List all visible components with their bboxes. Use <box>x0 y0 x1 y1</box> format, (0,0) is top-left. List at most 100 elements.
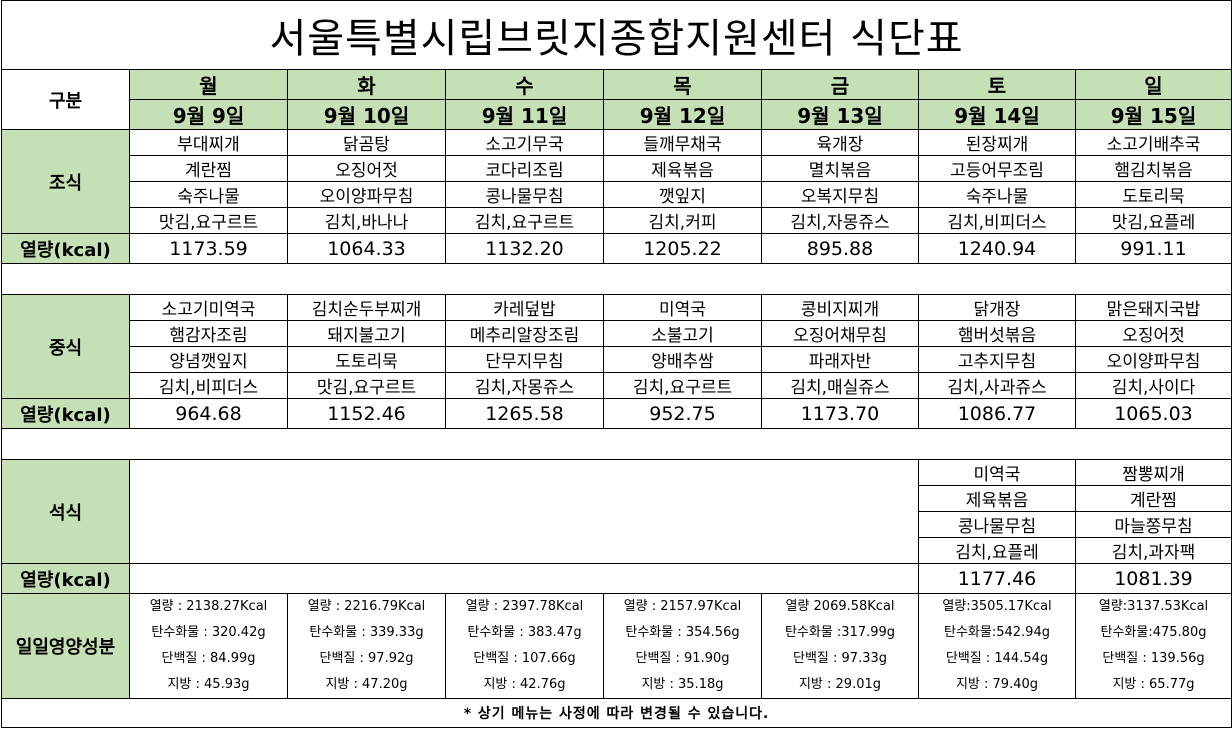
dinner-label: 석식 <box>1 459 130 564</box>
day-sun: 일 <box>1075 69 1232 100</box>
nutrition-line: 단백질 : 107.66g <box>473 651 576 666</box>
menu-item: 닭곰탕 <box>287 129 446 156</box>
calorie-value: 991.11 <box>1075 233 1232 264</box>
menu-table: 서울특별시립브릿지종합지원센터 식단표 구분 월 화 수 목 금 토 일 9월 … <box>1 0 1232 728</box>
menu-item: 미역국 <box>603 294 762 321</box>
menu-item: 김치,자몽쥬스 <box>445 372 604 399</box>
menu-item: 숙주나물 <box>918 181 1076 208</box>
menu-item: 김치,과자팩 <box>1075 537 1232 564</box>
calorie-value: 964.68 <box>129 398 288 429</box>
menu-item: 김치,커피 <box>603 207 762 234</box>
nutrition-line: 단백질 : 139.56g <box>1102 651 1205 666</box>
dinner-kcal-empty <box>129 563 919 594</box>
menu-item: 양념깻잎지 <box>129 346 288 373</box>
day-sat: 토 <box>918 69 1076 100</box>
menu-item: 햄버섯볶음 <box>918 320 1076 347</box>
menu-item: 소고기미역국 <box>129 294 288 321</box>
menu-item: 계란찜 <box>129 155 288 182</box>
lunch-label: 중식 <box>1 294 130 399</box>
date-sat: 9월 14일 <box>918 99 1076 130</box>
menu-item: 콩나물무침 <box>918 511 1076 538</box>
menu-item: 부대찌개 <box>129 129 288 156</box>
nutrition-line: 탄수화물 : 383.47g <box>467 625 582 640</box>
menu-item: 도토리묵 <box>1075 181 1232 208</box>
calorie-value: 1152.46 <box>287 398 446 429</box>
menu-item: 돼지불고기 <box>287 320 446 347</box>
menu-item: 김치,요구르트 <box>445 207 604 234</box>
menu-item: 육개장 <box>761 129 919 156</box>
calorie-value: 1086.77 <box>918 398 1076 429</box>
calorie-value: 1173.59 <box>129 233 288 264</box>
menu-item: 고추지무침 <box>918 346 1076 373</box>
date-wed: 9월 11일 <box>445 99 604 130</box>
calorie-value: 1132.20 <box>445 233 604 264</box>
nutrition-thu: 열량 : 2157.97Kcal 탄수화물 : 354.56g 단백질 : 91… <box>603 593 762 699</box>
nutrition-line: 탄수화물 : 320.42g <box>151 625 266 640</box>
date-mon: 9월 9일 <box>129 99 288 130</box>
menu-item: 마늘쫑무침 <box>1075 511 1232 538</box>
nutrition-line: 탄수화물 : 354.56g <box>625 625 740 640</box>
menu-item: 제육볶음 <box>603 155 762 182</box>
calorie-label: 열량(kcal) <box>1 563 130 594</box>
nutrition-mon: 열량 : 2138.27Kcal 탄수화물 : 320.42g 단백질 : 84… <box>129 593 288 699</box>
nutrition-tue: 열량 : 2216.79Kcal 탄수화물 : 339.33g 단백질 : 97… <box>287 593 446 699</box>
nutrition-line: 열량 : 2397.78Kcal <box>465 599 584 614</box>
calorie-value: 1081.39 <box>1075 563 1232 594</box>
menu-item: 파래자반 <box>761 346 919 373</box>
menu-item: 김치,비피더스 <box>129 372 288 399</box>
menu-item: 숙주나물 <box>129 181 288 208</box>
menu-item: 카레덮밥 <box>445 294 604 321</box>
day-mon: 월 <box>129 69 288 100</box>
menu-item: 김치,비피더스 <box>918 207 1076 234</box>
menu-item: 콩나물무침 <box>445 181 604 208</box>
menu-item: 김치,사이다 <box>1075 372 1232 399</box>
nutrition-line: 단백질 : 97.92g <box>319 651 414 666</box>
menu-item: 김치,요플레 <box>918 537 1076 564</box>
footer-note: * 상기 메뉴는 사정에 따라 변경될 수 있습니다. <box>1 698 1232 728</box>
day-fri: 금 <box>761 69 919 100</box>
date-thu: 9월 12일 <box>603 99 762 130</box>
menu-item: 오징어채무침 <box>761 320 919 347</box>
nutrition-line: 지방 : 42.76g <box>483 677 566 692</box>
menu-item: 콩비지찌개 <box>761 294 919 321</box>
menu-item: 김치,자몽쥬스 <box>761 207 919 234</box>
calorie-value: 1240.94 <box>918 233 1076 264</box>
page-title: 서울특별시립브릿지종합지원센터 식단표 <box>1 0 1232 70</box>
menu-item: 소불고기 <box>603 320 762 347</box>
nutrition-line: 열량 : 2157.97Kcal <box>623 599 742 614</box>
nutrition-line: 단백질 : 97.33g <box>793 651 887 666</box>
nutrition-line: 단백질 : 144.54g <box>945 651 1049 666</box>
calorie-value: 1205.22 <box>603 233 762 264</box>
menu-item: 닭개장 <box>918 294 1076 321</box>
menu-item: 메추리알장조림 <box>445 320 604 347</box>
day-tue: 화 <box>287 69 446 100</box>
category-header: 구분 <box>1 69 130 130</box>
menu-item: 양배추쌈 <box>603 346 762 373</box>
menu-item: 오이양파무침 <box>287 181 446 208</box>
nutrition-line: 지방 : 47.20g <box>325 677 408 692</box>
nutrition-line: 열량 2069.58Kcal <box>785 599 895 614</box>
nutrition-line: 탄수화물 :317.99g <box>784 625 896 640</box>
menu-item: 짬뽕찌개 <box>1075 459 1232 486</box>
calorie-label: 열량(kcal) <box>1 233 130 264</box>
menu-item: 김치,요구르트 <box>603 372 762 399</box>
nutrition-line: 열량:3137.53Kcal <box>1098 599 1209 614</box>
nutrition-line: 지방 : 65.77g <box>1112 677 1195 692</box>
day-wed: 수 <box>445 69 604 100</box>
menu-item: 멸치볶음 <box>761 155 919 182</box>
menu-item: 오복지무침 <box>761 181 919 208</box>
menu-item: 김치,사과쥬스 <box>918 372 1076 399</box>
nutrition-line: 탄수화물:542.94g <box>944 625 1050 640</box>
spacer-row <box>1 263 1232 295</box>
menu-item: 계란찜 <box>1075 485 1232 512</box>
menu-item: 맛김,요구르트 <box>287 372 446 399</box>
calorie-value: 1173.70 <box>761 398 919 429</box>
nutrition-line: 지방 : 45.93g <box>167 677 250 692</box>
nutrition-line: 탄수화물:475.80g <box>1100 625 1207 640</box>
calorie-value: 1265.58 <box>445 398 604 429</box>
nutrition-line: 단백질 : 84.99g <box>161 651 256 666</box>
calorie-label: 열량(kcal) <box>1 398 130 429</box>
menu-item: 햄감자조림 <box>129 320 288 347</box>
menu-item: 맛김,요구르트 <box>129 207 288 234</box>
nutrition-wed: 열량 : 2397.78Kcal 탄수화물 : 383.47g 단백질 : 10… <box>445 593 604 699</box>
